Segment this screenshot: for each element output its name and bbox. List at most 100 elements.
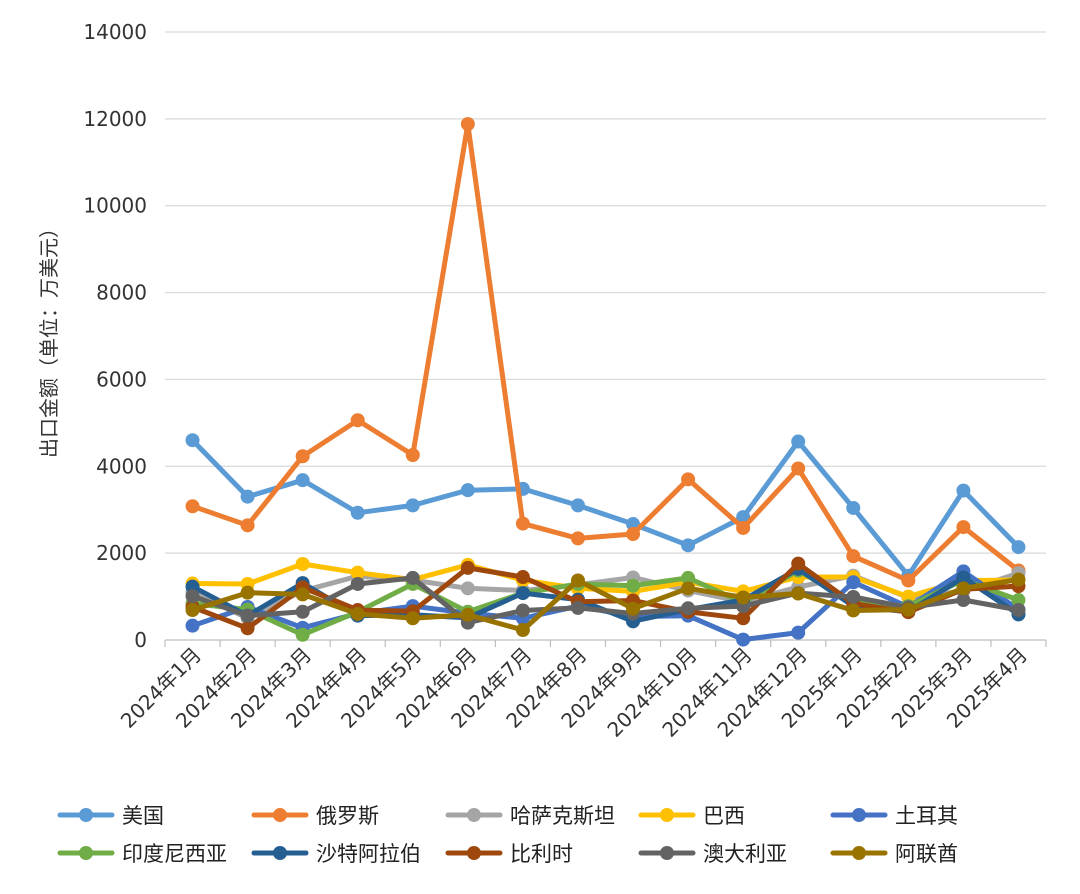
data-point <box>791 556 806 571</box>
data-point <box>405 570 420 585</box>
data-point <box>791 461 806 476</box>
data-point <box>736 632 751 647</box>
data-point <box>846 549 861 564</box>
legend-item: 土耳其 <box>830 804 958 828</box>
data-point <box>240 489 255 504</box>
legend-label: 沙特阿拉伯 <box>316 842 421 866</box>
legend-label: 土耳其 <box>895 804 958 828</box>
data-point <box>901 573 916 588</box>
data-point <box>1011 603 1026 618</box>
data-point <box>791 625 806 640</box>
data-point <box>240 608 255 623</box>
legend-swatch-marker <box>660 846 674 860</box>
y-tick-label: 4000 <box>96 454 147 478</box>
y-tick-label: 6000 <box>96 367 147 391</box>
y-tick-label: 10000 <box>83 194 147 218</box>
legend-item: 比利时 <box>445 842 573 866</box>
data-point <box>681 601 696 616</box>
data-point <box>1011 593 1026 608</box>
legend-label: 美国 <box>122 804 164 828</box>
data-point <box>570 531 585 546</box>
data-point <box>185 499 200 514</box>
legend-swatch-marker <box>467 846 481 860</box>
data-point <box>736 611 751 626</box>
data-point <box>846 590 861 605</box>
grid-lines <box>165 31 1046 641</box>
data-point <box>350 565 365 580</box>
legend-label: 阿联酋 <box>895 842 958 866</box>
data-point <box>295 627 310 642</box>
series-line <box>190 575 1021 626</box>
data-point <box>185 589 200 604</box>
data-point <box>846 500 861 515</box>
series-1 <box>185 433 1026 583</box>
data-point <box>405 498 420 513</box>
legend-swatch-marker <box>273 846 287 860</box>
data-point <box>956 581 971 596</box>
legend-swatch-marker <box>467 808 481 822</box>
legend-item: 沙特阿拉伯 <box>251 842 421 866</box>
data-point <box>185 603 200 618</box>
data-point <box>570 498 585 513</box>
x-axis-ticks: 2024年1月2024年2月2024年3月2024年4月2024年5月2024年… <box>116 640 1047 742</box>
data-point <box>956 483 971 498</box>
y-tick-label: 12000 <box>83 107 147 131</box>
data-point <box>956 520 971 535</box>
data-point <box>240 518 255 533</box>
data-point <box>1011 572 1026 587</box>
data-point <box>460 607 475 622</box>
data-point <box>460 581 475 596</box>
legend-swatch-marker <box>852 808 866 822</box>
legend-swatch-marker <box>79 808 93 822</box>
series-line <box>190 121 1021 583</box>
data-point <box>295 449 310 464</box>
data-point <box>240 621 255 636</box>
y-tick-label: 8000 <box>96 281 147 305</box>
series-lines <box>185 117 1026 647</box>
data-point <box>626 527 641 542</box>
data-point <box>350 606 365 621</box>
data-point <box>295 587 310 602</box>
y-tick-label: 0 <box>134 628 147 652</box>
data-point <box>791 586 806 601</box>
data-point <box>350 413 365 428</box>
series-line <box>190 577 1021 633</box>
y-tick-label: 14000 <box>83 20 147 44</box>
data-point <box>1011 540 1026 555</box>
data-point <box>681 472 696 487</box>
series-line <box>190 437 1021 579</box>
legend-swatch-marker <box>79 846 93 860</box>
data-point <box>626 578 641 593</box>
data-point <box>736 520 751 535</box>
data-point <box>570 573 585 588</box>
legend-item: 澳大利亚 <box>638 842 787 866</box>
data-point <box>405 611 420 626</box>
data-point <box>626 601 641 616</box>
legend-item: 印度尼西亚 <box>57 842 227 866</box>
data-point <box>185 433 200 448</box>
legend-swatch-marker <box>660 808 674 822</box>
data-point <box>736 590 751 605</box>
legend-label: 印度尼西亚 <box>122 842 227 866</box>
data-point <box>515 603 530 618</box>
legend-swatch-marker <box>852 846 866 860</box>
data-point <box>460 560 475 575</box>
data-point <box>570 600 585 615</box>
legend-label: 比利时 <box>510 842 573 866</box>
data-point <box>846 603 861 618</box>
legend-swatch-marker <box>273 808 287 822</box>
legend-label: 巴西 <box>703 804 745 828</box>
data-point <box>405 447 420 462</box>
data-point <box>681 570 696 585</box>
data-point <box>295 473 310 488</box>
data-point <box>460 117 475 132</box>
data-point <box>901 602 916 617</box>
legend-label: 哈萨克斯坦 <box>510 804 615 828</box>
data-point <box>295 604 310 619</box>
data-point <box>350 505 365 520</box>
series-line <box>190 561 1021 600</box>
legend-item: 俄罗斯 <box>251 804 379 828</box>
data-point <box>956 570 971 585</box>
